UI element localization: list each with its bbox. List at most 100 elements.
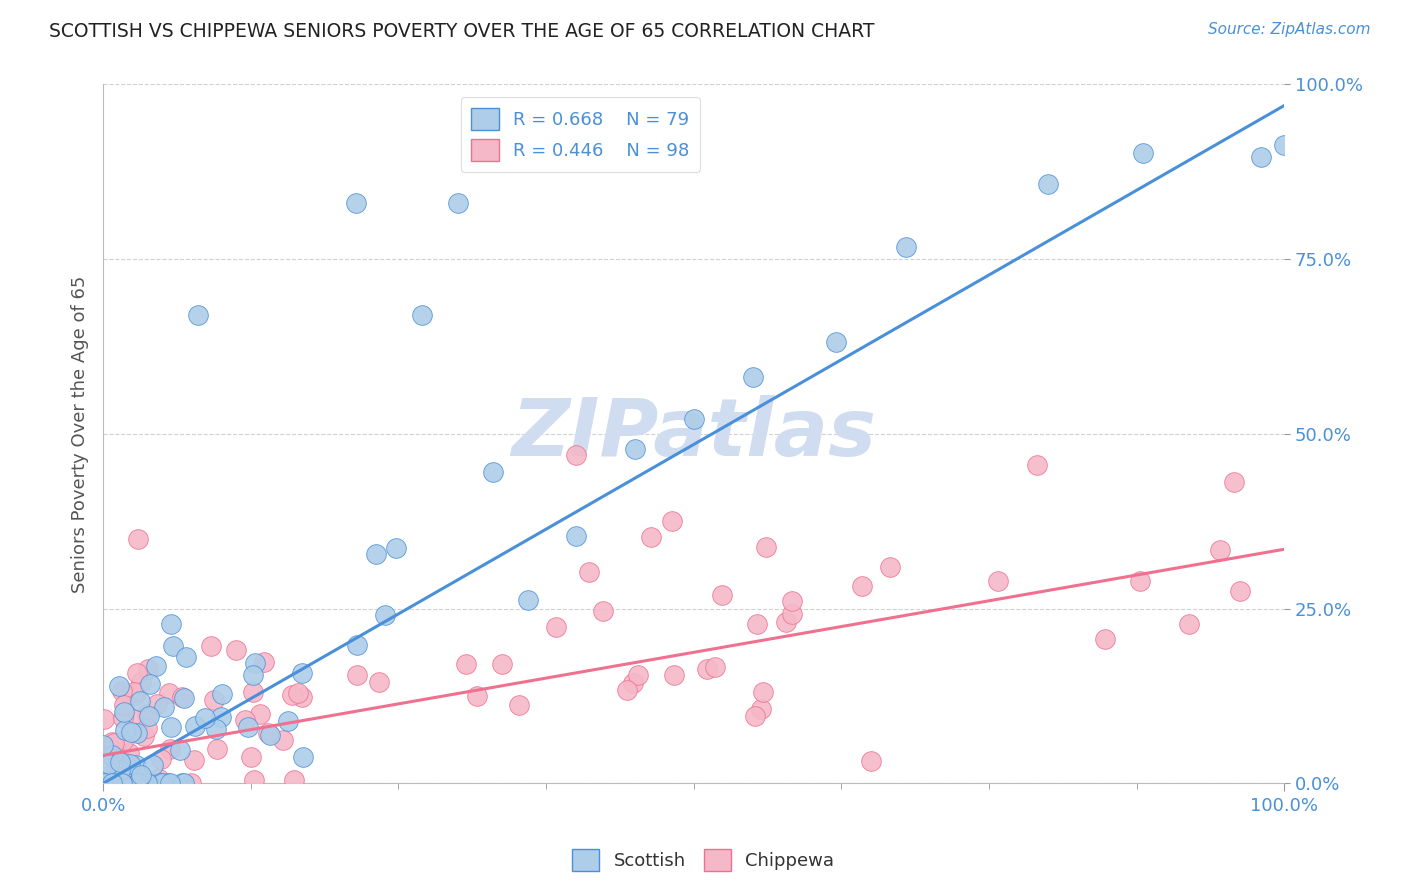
- Point: [257, 726, 280, 740]
- Point: [482, 466, 505, 480]
- Point: [97, 756, 120, 771]
- Point: [1038, 177, 1060, 191]
- Point: [96, 739, 118, 754]
- Point: [775, 615, 797, 630]
- Text: ZIPatlas: ZIPatlas: [512, 395, 876, 473]
- Point: [114, 756, 136, 771]
- Point: [1178, 616, 1201, 631]
- Point: [183, 753, 205, 767]
- Legend: Scottish, Chippewa: Scottish, Chippewa: [565, 842, 841, 879]
- Point: [242, 668, 264, 682]
- Y-axis label: Seniors Poverty Over the Age of 65: Seniors Poverty Over the Age of 65: [72, 276, 89, 592]
- Point: [142, 757, 165, 772]
- Point: [696, 662, 718, 676]
- Point: [125, 758, 148, 772]
- Point: [100, 776, 122, 790]
- Point: [662, 668, 685, 682]
- Point: [1129, 574, 1152, 588]
- Point: [103, 776, 125, 790]
- Point: [108, 755, 131, 769]
- Point: [243, 656, 266, 670]
- Point: [703, 659, 725, 673]
- Point: [121, 712, 143, 726]
- Point: [233, 713, 256, 727]
- Point: [281, 688, 304, 702]
- Point: [1250, 150, 1272, 164]
- Point: [117, 766, 139, 780]
- Point: [135, 721, 157, 735]
- Point: [101, 735, 124, 749]
- Point: [546, 620, 568, 634]
- Point: [621, 676, 644, 690]
- Point: [896, 240, 918, 254]
- Point: [346, 667, 368, 681]
- Point: [202, 692, 225, 706]
- Point: [98, 747, 121, 762]
- Point: [136, 706, 159, 721]
- Point: [623, 442, 645, 457]
- Point: [754, 540, 776, 554]
- Point: [93, 770, 115, 784]
- Point: [93, 712, 115, 726]
- Point: [277, 714, 299, 729]
- Point: [236, 720, 259, 734]
- Point: [100, 776, 122, 790]
- Point: [118, 747, 141, 761]
- Point: [749, 702, 772, 716]
- Point: [112, 705, 135, 719]
- Point: [780, 607, 803, 622]
- Point: [456, 657, 478, 672]
- Point: [291, 690, 314, 705]
- Point: [987, 574, 1010, 588]
- Point: [97, 776, 120, 790]
- Point: [211, 687, 233, 701]
- Point: [111, 684, 134, 698]
- Point: [94, 776, 117, 790]
- Point: [149, 776, 172, 790]
- Point: [747, 617, 769, 632]
- Point: [384, 541, 406, 555]
- Point: [152, 700, 174, 714]
- Point: [129, 768, 152, 782]
- Point: [368, 675, 391, 690]
- Point: [170, 690, 193, 704]
- Point: [411, 308, 433, 322]
- Point: [136, 662, 159, 676]
- Point: [1223, 475, 1246, 490]
- Point: [242, 685, 264, 699]
- Point: [111, 776, 134, 790]
- Point: [103, 735, 125, 749]
- Point: [110, 768, 132, 782]
- Point: [125, 725, 148, 739]
- Point: [110, 776, 132, 790]
- Point: [271, 733, 294, 747]
- Point: [146, 776, 169, 790]
- Point: [104, 776, 127, 790]
- Point: [465, 689, 488, 703]
- Point: [565, 448, 588, 462]
- Point: [879, 560, 901, 574]
- Point: [364, 547, 387, 561]
- Point: [283, 772, 305, 787]
- Point: [1132, 146, 1154, 161]
- Point: [118, 756, 141, 771]
- Text: SCOTTISH VS CHIPPEWA SENIORS POVERTY OVER THE AGE OF 65 CORRELATION CHART: SCOTTISH VS CHIPPEWA SENIORS POVERTY OVE…: [49, 22, 875, 41]
- Point: [159, 742, 181, 756]
- Point: [225, 643, 247, 657]
- Point: [125, 665, 148, 680]
- Point: [169, 743, 191, 757]
- Point: [780, 593, 803, 607]
- Point: [104, 747, 127, 762]
- Point: [91, 738, 114, 752]
- Point: [859, 755, 882, 769]
- Point: [127, 776, 149, 790]
- Point: [96, 776, 118, 790]
- Point: [616, 682, 638, 697]
- Point: [101, 776, 124, 790]
- Point: [103, 776, 125, 790]
- Point: [173, 776, 195, 790]
- Point: [744, 708, 766, 723]
- Point: [160, 616, 183, 631]
- Point: [134, 729, 156, 743]
- Point: [1094, 632, 1116, 646]
